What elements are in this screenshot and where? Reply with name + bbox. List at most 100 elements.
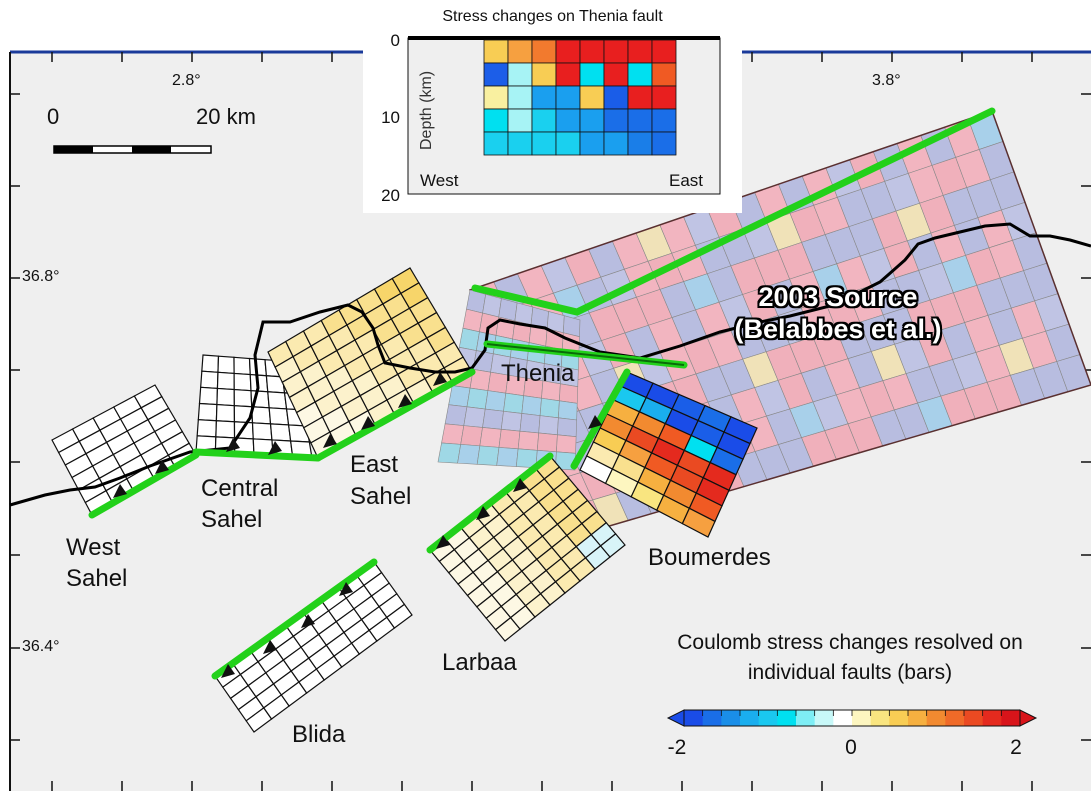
scale-bar [53,145,212,154]
grid-cell [444,404,468,426]
fault-trace [471,107,996,316]
thrust-triangle [113,484,127,498]
grid-cell [268,407,290,426]
colorbar [666,709,1038,727]
grid-cell [503,392,524,414]
inset-grid-cell [507,85,533,110]
fault-trace [211,558,378,680]
thrust-triangle [433,372,447,386]
inset-grid-cell [531,108,557,133]
label-boumerdes: Boumerdes [648,544,771,571]
grid-cell [521,395,542,416]
inset-grid-cell [603,85,629,110]
thrust-triangles [113,372,602,678]
grid-cell [681,507,716,538]
grid-cell [269,423,292,442]
inset-grid-cell [579,39,605,64]
inset-grid-cell [531,131,557,156]
latitude-label-36-8: 36.8° [22,268,60,285]
coastline [9,222,1091,507]
colorbar-segment [870,710,890,726]
colorbar-segment [777,710,797,726]
grid-cell [200,370,219,390]
grid-cell [558,400,578,421]
fault-grid-boumerdes [579,371,758,538]
inset-grid-cell [483,39,509,64]
grid-cell [251,422,273,441]
grid-cell [215,403,236,423]
source-label: 2003 Source (Belabbes et al.) [718,281,958,345]
inset-west-label: West [420,171,459,190]
grid-cell [385,603,413,629]
thrust-triangle [268,441,282,455]
legend-title: Coulomb stress changes resolved on indiv… [640,628,1060,688]
grid-cell [216,371,235,391]
thenia-trace-outline [486,343,685,366]
grid-cell [201,354,220,373]
inset-grid-cell [579,85,605,110]
grid-cell [437,442,462,464]
label-blida: Blida [292,721,346,748]
scale-bar-end: 20 km [196,104,256,129]
source-label-line1: 2003 Source [758,282,918,312]
inset-grid-cell [483,108,509,133]
inset-chart [407,36,721,195]
thrust-triangle [339,582,353,596]
thrust-triangle [263,640,277,654]
grid-cell [496,447,519,467]
label-east-sahel-line1: East [350,451,399,478]
colorbar-segment [982,710,1002,726]
grid-cell [479,427,502,448]
grid-cell [482,408,504,430]
inset-grid-cell [555,131,581,156]
grid-cell [458,327,480,351]
inset-grid-cell [651,85,677,110]
fault-grid-larbaa [429,455,626,642]
fault-traces [88,107,996,680]
inset-grid-cell [555,108,581,133]
colorbar-segment [908,710,928,726]
fault-trace [88,451,200,519]
colorbar-segment [740,710,760,726]
grid-cell [466,387,489,410]
inset-east-label: East [669,171,704,190]
grid-cell [198,386,219,406]
inset-grid-cell [651,131,677,156]
colorbar-segment [814,710,834,726]
map-ticks [10,52,1091,791]
colorbar-mid-label: 0 [845,736,857,759]
grid-cell [196,419,218,438]
label-east-sahel-line2: Sahel [350,483,412,510]
fault-grid-blida [214,561,413,733]
label-west-sahel-line1: West [66,534,121,561]
inset-grid-cell [603,108,629,133]
colorbar-segment [964,710,984,726]
thrust-triangle [226,438,240,452]
colorbar-segment [945,710,965,726]
scale-bar-start: 0 [47,104,60,129]
grid-cell [498,428,521,450]
grid-cell [536,432,558,453]
inset-grid-cell [627,131,653,156]
colorbar-segment [758,710,778,726]
colorbar-segment [702,710,722,726]
inset-grid-cell [507,62,533,87]
grid-cell [233,388,253,408]
grid-cell [500,410,523,432]
inset-grid-cell [555,62,581,87]
grid-cell [233,372,252,392]
inset-grid-cell [507,39,533,64]
grid-cell [251,406,272,425]
colorbar-max-label: 2 [1010,736,1022,759]
colorbar-min-label: -2 [667,736,687,759]
inset-grid-cell [555,39,581,64]
inset-grid-cell [579,62,605,87]
grid-cell [233,356,251,376]
inset-grid-cell [603,131,629,156]
inset-grid-cell [651,39,677,64]
inset-grid-cell [483,131,509,156]
grid-cell [267,391,288,410]
fault-grid-east-sahel [267,267,473,459]
inset-grid-cell [651,62,677,87]
thrust-triangle [436,535,450,549]
